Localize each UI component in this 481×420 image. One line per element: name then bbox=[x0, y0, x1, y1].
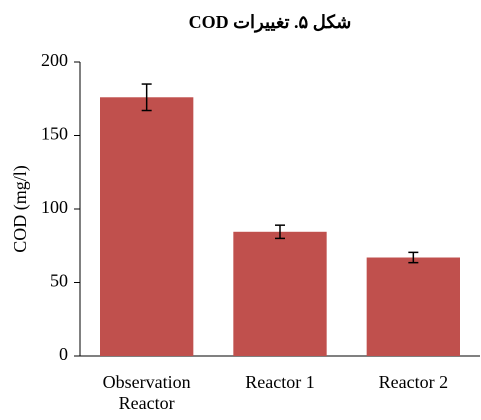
error-bar bbox=[275, 224, 285, 240]
bar bbox=[100, 97, 194, 356]
y-tick-label: 100 bbox=[41, 197, 68, 217]
x-tick-label: Reactor 2 bbox=[378, 372, 449, 392]
error-bar bbox=[408, 251, 419, 264]
chart-title: شکل ۵. تغییرات COD bbox=[189, 12, 352, 33]
x-tick-label: Observation Reactor bbox=[102, 372, 191, 413]
y-tick-label: 200 bbox=[41, 50, 68, 70]
y-tick-label: 50 bbox=[50, 271, 68, 291]
y-axis-label: COD (mg/l) bbox=[10, 165, 31, 253]
y-tick-label: 0 bbox=[59, 344, 68, 364]
bar bbox=[233, 231, 327, 356]
error-bar bbox=[141, 83, 152, 112]
x-tick-label: Reactor 1 bbox=[245, 372, 315, 392]
bar bbox=[366, 257, 460, 356]
y-tick-label: 150 bbox=[41, 124, 68, 144]
